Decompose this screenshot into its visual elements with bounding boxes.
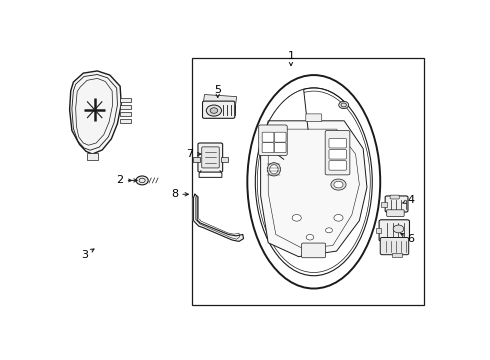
FancyBboxPatch shape bbox=[385, 196, 408, 212]
Ellipse shape bbox=[270, 165, 278, 174]
FancyBboxPatch shape bbox=[325, 131, 350, 175]
Bar bbox=[120, 118, 131, 123]
Bar bbox=[120, 105, 131, 109]
Ellipse shape bbox=[334, 181, 343, 188]
FancyBboxPatch shape bbox=[329, 139, 346, 148]
Polygon shape bbox=[261, 89, 308, 159]
FancyBboxPatch shape bbox=[329, 150, 346, 159]
Circle shape bbox=[136, 176, 148, 185]
Text: 3: 3 bbox=[81, 250, 88, 260]
Polygon shape bbox=[194, 194, 244, 242]
FancyBboxPatch shape bbox=[302, 243, 325, 258]
Text: 4: 4 bbox=[407, 195, 414, 205]
Circle shape bbox=[339, 102, 348, 109]
FancyBboxPatch shape bbox=[202, 101, 235, 118]
FancyBboxPatch shape bbox=[274, 143, 286, 153]
Ellipse shape bbox=[331, 179, 346, 190]
Ellipse shape bbox=[247, 75, 380, 288]
Bar bbox=[202, 95, 237, 113]
FancyBboxPatch shape bbox=[259, 125, 287, 156]
Ellipse shape bbox=[255, 88, 372, 276]
Text: 5: 5 bbox=[214, 85, 221, 95]
Ellipse shape bbox=[257, 91, 370, 273]
FancyBboxPatch shape bbox=[202, 147, 219, 168]
Circle shape bbox=[325, 228, 332, 233]
Text: 8: 8 bbox=[171, 189, 178, 199]
Circle shape bbox=[292, 215, 301, 221]
Bar bbox=[221, 157, 228, 162]
Bar bbox=[193, 157, 200, 162]
FancyBboxPatch shape bbox=[380, 238, 409, 255]
FancyBboxPatch shape bbox=[262, 132, 274, 142]
Bar bbox=[381, 202, 387, 207]
Polygon shape bbox=[70, 71, 121, 154]
Text: 6: 6 bbox=[407, 234, 414, 244]
Text: 2: 2 bbox=[117, 175, 123, 185]
FancyBboxPatch shape bbox=[387, 210, 404, 216]
Polygon shape bbox=[261, 121, 367, 257]
Bar bbox=[376, 228, 381, 233]
FancyBboxPatch shape bbox=[306, 114, 322, 122]
Text: 7: 7 bbox=[186, 149, 193, 159]
FancyBboxPatch shape bbox=[379, 220, 410, 241]
Bar bbox=[192, 58, 424, 305]
Circle shape bbox=[206, 105, 221, 116]
FancyBboxPatch shape bbox=[262, 143, 274, 153]
Circle shape bbox=[334, 215, 343, 221]
Ellipse shape bbox=[262, 101, 366, 268]
FancyBboxPatch shape bbox=[390, 195, 399, 199]
FancyBboxPatch shape bbox=[198, 143, 222, 172]
Ellipse shape bbox=[393, 225, 404, 233]
Circle shape bbox=[306, 234, 314, 240]
FancyBboxPatch shape bbox=[274, 132, 286, 142]
Text: 1: 1 bbox=[288, 51, 294, 61]
Bar bbox=[87, 153, 98, 159]
Bar bbox=[120, 98, 131, 102]
Bar bbox=[392, 253, 401, 257]
Circle shape bbox=[210, 108, 218, 113]
Ellipse shape bbox=[267, 163, 281, 176]
FancyBboxPatch shape bbox=[329, 161, 346, 170]
Bar bbox=[120, 112, 131, 116]
